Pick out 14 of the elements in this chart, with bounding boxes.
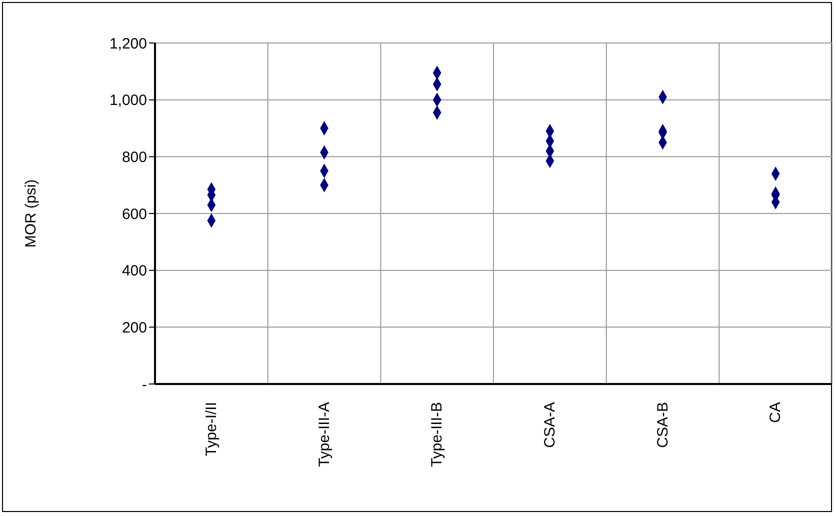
x-tick-label: CSA-A	[541, 402, 558, 448]
y-tick-label: 800	[122, 148, 147, 166]
x-tick-label: CSA-B	[654, 402, 672, 448]
y-tick-label: -	[142, 376, 147, 394]
y-tick-label: 1,000	[109, 92, 147, 110]
x-tick-label: Type-III-B	[428, 402, 446, 468]
y-tick-label: 200	[122, 319, 147, 336]
x-tick-label: CA	[767, 402, 784, 423]
y-tick-label: 1,200	[109, 35, 147, 52]
x-tick-label: Type-I/II	[202, 402, 220, 456]
y-tick-label: 400	[122, 262, 147, 280]
y-axis-title: MOR (psi)	[22, 179, 40, 248]
x-tick-label: Type-III-A	[316, 402, 333, 468]
y-tick-label: 600	[122, 206, 147, 223]
